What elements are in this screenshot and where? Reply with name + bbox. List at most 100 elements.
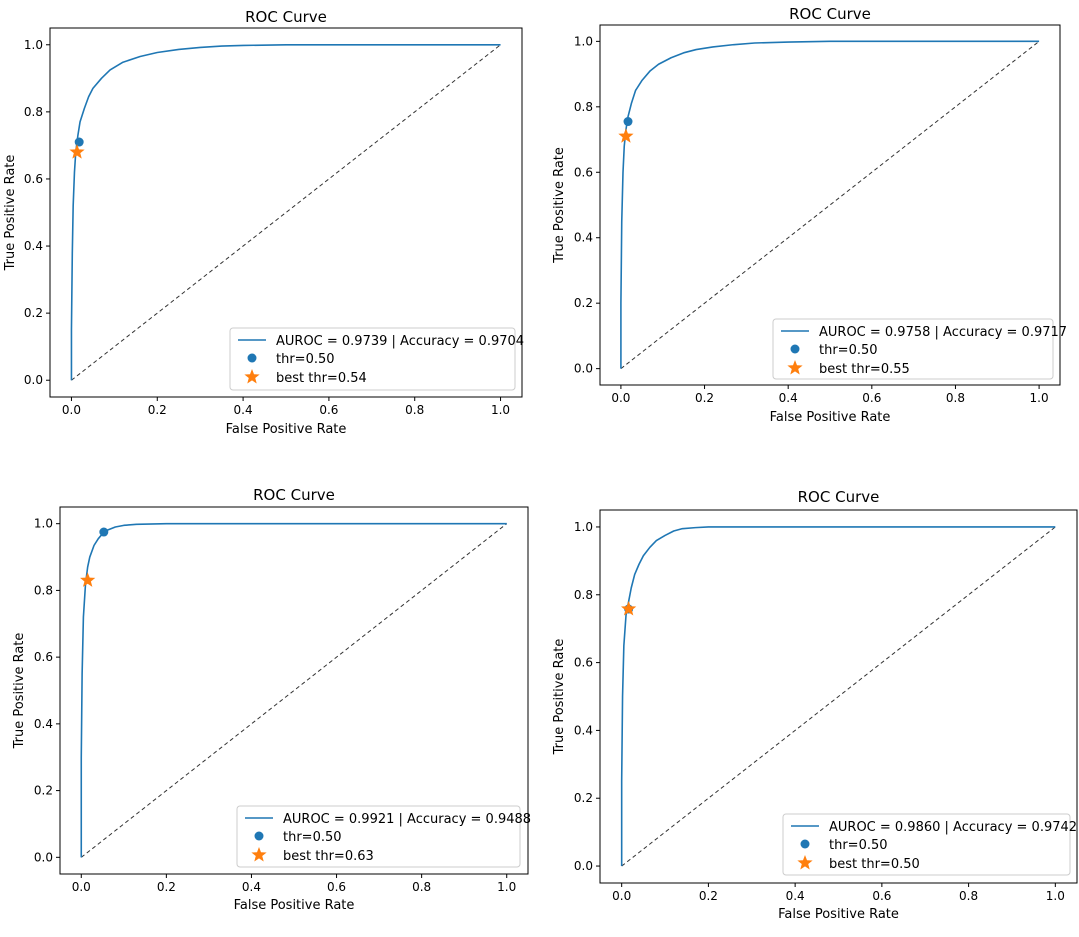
x-tick-label: 1.0 <box>497 880 516 894</box>
x-tick-label: 0.6 <box>862 391 881 405</box>
axes-frame <box>599 509 1078 884</box>
legend-point-swatch <box>247 353 257 363</box>
legend-entry-label: thr=0.50 <box>819 343 878 358</box>
y-tick-label: 0.2 <box>34 784 53 798</box>
x-tick-label: 0.2 <box>695 391 714 405</box>
x-tick-label: 0.6 <box>319 403 338 417</box>
chart-title: ROC Curve <box>789 5 871 23</box>
y-tick-label: 0.0 <box>34 850 53 864</box>
y-tick-label: 0.0 <box>24 373 43 387</box>
x-axis-label: False Positive Rate <box>226 422 347 437</box>
legend-point-swatch <box>800 839 810 849</box>
chance-diagonal-line <box>80 523 508 858</box>
roc-panel-4: ROC Curve 0.0 0.2 0.4 0.6 0.8 1.0 0.0 0.2 0.4 0.6 0… <box>552 488 1078 922</box>
y-tick-label: 0.4 <box>574 723 593 737</box>
x-tick-label: 0.2 <box>699 889 718 903</box>
x-tick-label: 1.0 <box>491 403 510 417</box>
legend-entry-label: best thr=0.55 <box>819 362 910 377</box>
legend: AUROC = 0.9739 | Accuracy = 0.9704 thr=0.… <box>229 327 524 391</box>
legend: AUROC = 0.9921 | Accuracy = 0.9488 thr=0.… <box>236 805 531 868</box>
legend-entry-label: best thr=0.50 <box>829 857 920 872</box>
axes-frame <box>49 27 523 398</box>
y-tick-label: 0.6 <box>24 172 43 186</box>
x-tick-label: 0.0 <box>62 403 81 417</box>
legend-point-swatch <box>254 831 264 841</box>
x-tick-label: 1.0 <box>1030 391 1049 405</box>
legend-box <box>782 813 1071 876</box>
y-tick-label: 0.4 <box>574 231 593 245</box>
x-tick-label: 0.4 <box>234 403 253 417</box>
y-tick-label: 1.0 <box>24 38 43 52</box>
roc-panel-1: ROC Curve 0.0 0.2 0.4 0.6 0.8 1.0 0.0 0.2 0.4 0.6 0… <box>3 8 524 437</box>
roc-curve-line <box>70 43 501 381</box>
y-tick-label: 0.8 <box>24 105 43 119</box>
y-tick-label: 0.2 <box>574 296 593 310</box>
x-axis-label: False Positive Rate <box>770 410 891 425</box>
legend-box <box>229 327 516 391</box>
y-tick-label: 0.4 <box>34 717 53 731</box>
y-tick-label: 1.0 <box>574 520 593 534</box>
chart-title: ROC Curve <box>253 486 335 504</box>
y-tick-label: 0.8 <box>34 583 53 597</box>
y-tick-label: 0.8 <box>574 100 593 114</box>
threshold-point <box>99 527 109 537</box>
roc-curve-line <box>620 40 1040 369</box>
legend-entry-label: AUROC = 0.9860 | Accuracy = 0.9742 <box>829 820 1077 835</box>
roc-panel-3: ROC Curve 0.0 0.2 0.4 0.6 0.8 1.0 0.0 0.2 0.4 0.6 0… <box>12 486 531 913</box>
legend-entry-label: AUROC = 0.9739 | Accuracy = 0.9704 <box>276 334 524 349</box>
legend-star-swatch <box>251 847 267 862</box>
x-tick-label: 0.6 <box>327 880 346 894</box>
x-tick-label: 0.6 <box>872 889 891 903</box>
legend-star-swatch <box>244 369 260 384</box>
x-tick-label: 1.0 <box>1046 889 1065 903</box>
roc-panel-2: ROC Curve 0.0 0.2 0.4 0.6 0.8 1.0 0.0 0.2 0.4 0.6 0… <box>552 5 1067 425</box>
y-tick-label: 0.2 <box>574 791 593 805</box>
axes-frame <box>599 24 1061 386</box>
x-tick-label: 0.8 <box>946 391 965 405</box>
roc-curve-line <box>620 526 1056 867</box>
y-tick-label: 1.0 <box>34 517 53 531</box>
y-tick-label: 1.0 <box>574 34 593 48</box>
y-axis-label: True Positive Rate <box>552 639 567 756</box>
threshold-point <box>74 137 84 147</box>
legend: AUROC = 0.9860 | Accuracy = 0.9742 thr=0.… <box>782 813 1077 876</box>
chance-diagonal-line <box>621 526 1056 867</box>
y-tick-label: 0.0 <box>574 859 593 873</box>
x-tick-label: 0.4 <box>786 889 805 903</box>
axes-frame <box>59 506 529 875</box>
x-tick-label: 0.8 <box>959 889 978 903</box>
x-axis-label: False Positive Rate <box>234 898 355 913</box>
y-tick-label: 0.2 <box>24 306 43 320</box>
y-tick-label: 0.4 <box>24 239 43 253</box>
legend-box <box>236 805 521 868</box>
legend-point-swatch <box>790 344 800 354</box>
best-threshold-star <box>621 601 637 616</box>
x-tick-label: 0.8 <box>405 403 424 417</box>
y-tick-label: 0.6 <box>574 656 593 670</box>
legend-entry-label: best thr=0.54 <box>276 371 367 386</box>
x-tick-label: 0.0 <box>611 391 630 405</box>
y-tick-label: 0.8 <box>574 588 593 602</box>
legend-entry-label: AUROC = 0.9758 | Accuracy = 0.9717 <box>819 325 1067 340</box>
legend-entry-label: AUROC = 0.9921 | Accuracy = 0.9488 <box>283 812 531 827</box>
legend-box <box>772 318 1054 380</box>
chart-title: ROC Curve <box>245 8 327 26</box>
x-tick-label: 0.0 <box>612 889 631 903</box>
x-axis-label: False Positive Rate <box>778 907 899 922</box>
chart-title: ROC Curve <box>798 488 880 506</box>
best-threshold-star <box>69 144 85 159</box>
x-tick-label: 0.4 <box>242 880 261 894</box>
legend-entry-label: thr=0.50 <box>283 830 342 845</box>
legend-star-swatch <box>797 855 813 870</box>
x-tick-label: 0.4 <box>779 391 798 405</box>
y-tick-label: 0.0 <box>574 362 593 376</box>
roc-curve-line <box>80 522 507 858</box>
y-tick-label: 0.6 <box>34 650 53 664</box>
x-tick-label: 0.0 <box>72 880 91 894</box>
y-tick-label: 0.6 <box>574 165 593 179</box>
legend-entry-label: best thr=0.63 <box>283 849 374 864</box>
best-threshold-star <box>80 572 96 587</box>
y-axis-label: True Positive Rate <box>12 633 27 750</box>
y-axis-label: True Positive Rate <box>552 147 567 264</box>
